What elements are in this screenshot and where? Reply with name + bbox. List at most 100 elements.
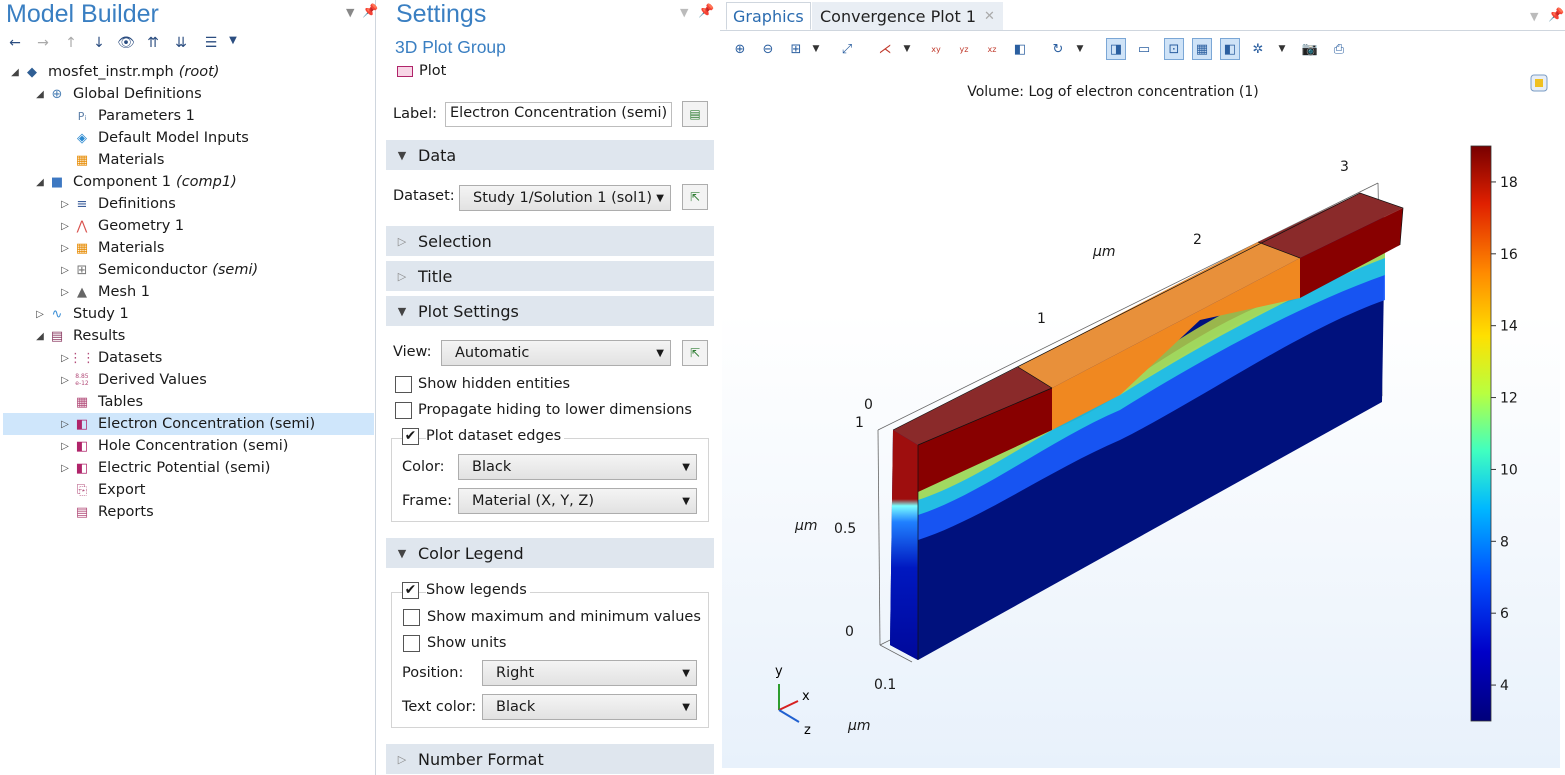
legend-toggle-icon[interactable]: ◧ (1220, 38, 1240, 60)
camera-icon[interactable]: 📷 (1301, 41, 1319, 57)
show-maxmin-checkbox[interactable] (403, 609, 420, 626)
tree-node-mesh[interactable]: ▷ ▲ Mesh 1 (58, 281, 150, 303)
view-list-icon[interactable]: ☰ (204, 35, 218, 51)
view-dropdown-icon[interactable]: ▼ (903, 44, 911, 54)
section-data[interactable]: ▼ Data (386, 140, 714, 170)
scene-light-icon[interactable]: ◧ (1013, 41, 1027, 57)
wireframe-icon[interactable]: ▭ (1137, 41, 1151, 57)
tree-node-derived-values[interactable]: ▷ 8.85 e-12 Derived Values (58, 369, 207, 391)
tree-node-electric-potential[interactable]: ▷ ◧ Electric Potential (semi) (58, 457, 270, 479)
tree-node-definitions[interactable]: ▷ ≡ Definitions (58, 193, 176, 215)
forward-icon[interactable]: → (37, 35, 49, 51)
graphics-canvas[interactable]: Volume: Log of electron concentration (1… (722, 68, 1560, 768)
expand-icon[interactable]: ▷ (61, 198, 69, 210)
pin-icon[interactable]: 📌 (698, 4, 715, 19)
tab-graphics[interactable]: Graphics (726, 2, 811, 30)
zoom-out-icon[interactable]: ⊖ (762, 41, 774, 57)
expand-icon[interactable]: ▷ (61, 440, 69, 452)
rotate-dropdown-icon[interactable]: ▼ (1076, 44, 1084, 54)
print-icon[interactable]: ⎙ (1333, 41, 1345, 57)
dataset-goto-icon[interactable]: ⇱ (682, 184, 708, 210)
tree-node-root[interactable]: ◢ ◆ mosfet_instr.mph (root) (8, 61, 219, 83)
tree-node-materials[interactable]: ▷ ▦ Materials (58, 237, 164, 259)
tree-node-global-materials[interactable]: ▦ Materials (58, 149, 165, 171)
show-units-checkbox[interactable] (403, 635, 420, 652)
collapse-icon[interactable]: ◢ (36, 330, 44, 342)
tree-node-component[interactable]: ◢ ■ Component 1 (comp1) (33, 171, 237, 193)
scene-dropdown-icon[interactable]: ▼ (1278, 44, 1286, 54)
collapse-icon[interactable]: ◢ (36, 176, 44, 188)
section-title[interactable]: ▷ Title (386, 261, 714, 291)
back-icon[interactable]: ← (9, 35, 21, 51)
plot-icon[interactable] (397, 66, 413, 77)
axis-view-icon[interactable]: ⋌ (878, 41, 892, 57)
tree-node-results[interactable]: ◢ ▤ Results (33, 325, 125, 347)
tree-node-export[interactable]: ⎘ Export (58, 479, 146, 501)
tree-node-reports[interactable]: ▤ Reports (58, 501, 154, 523)
panel-menu-icon[interactable]: ▼ (346, 6, 355, 19)
label-edit-icon[interactable]: ▤ (682, 101, 708, 127)
yz-view-icon[interactable]: yz (959, 44, 969, 54)
expand-icon[interactable]: ▷ (36, 308, 44, 320)
expand-icon[interactable]: ▷ (61, 242, 69, 254)
grid-icon[interactable]: ⊡ (1164, 38, 1184, 60)
view-goto-icon[interactable]: ⇱ (682, 340, 708, 366)
edge-color-select[interactable]: Black ▼ (458, 454, 697, 480)
expand-icon[interactable]: ▷ (61, 352, 69, 364)
plot-button-label[interactable]: Plot (419, 63, 447, 79)
show-hidden-checkbox[interactable] (395, 376, 412, 393)
tree-node-semiconductor[interactable]: ▷ ⊞ Semiconductor (semi) (58, 259, 258, 281)
axis-grid-icon[interactable]: ▦ (1192, 38, 1212, 60)
transparency-icon[interactable]: ◨ (1106, 38, 1126, 60)
scene-settings-icon[interactable]: ✲ (1252, 41, 1264, 57)
tree-node-geometry[interactable]: ▷ ⋀ Geometry 1 (58, 215, 184, 237)
tree-node-default-model-inputs[interactable]: ◈ Default Model Inputs (58, 127, 249, 149)
show-legends-checkbox[interactable]: ✔ (402, 582, 419, 599)
panel-menu-icon[interactable]: ▼ (680, 6, 689, 19)
xy-view-icon[interactable]: xy (931, 44, 941, 54)
tree-node-global-definitions[interactable]: ◢ ⊕ Global Definitions (33, 83, 202, 105)
expand-icon[interactable]: ▷ (61, 462, 69, 474)
rotate-icon[interactable]: ↻ (1052, 41, 1064, 57)
label-input[interactable]: Electron Concentration (semi) (445, 102, 672, 127)
section-plot-settings[interactable]: ▼ Plot Settings (386, 296, 714, 326)
view-dropdown-icon[interactable]: ▼ (229, 35, 237, 46)
tree-node-parameters[interactable]: Pᵢ Parameters 1 (58, 105, 195, 127)
tree-node-datasets[interactable]: ▷ ⋮⋮ Datasets (58, 347, 162, 369)
zoom-in-icon[interactable]: ⊕ (734, 41, 746, 57)
collapse-sections-icon[interactable]: ⇊ (175, 35, 187, 51)
propagate-hiding-checkbox[interactable] (395, 402, 412, 419)
pin-icon[interactable]: 📌 (1548, 8, 1565, 23)
expand-icon[interactable]: ▷ (61, 418, 69, 430)
expand-icon[interactable]: ▷ (61, 286, 69, 298)
move-up-icon[interactable]: ↑ (65, 35, 77, 51)
frame-select[interactable]: Material (X, Y, Z) ▼ (458, 488, 697, 514)
legend-toggle-icon[interactable] (1530, 74, 1548, 92)
dataset-select[interactable]: Study 1/Solution 1 (sol1) ▼ (459, 185, 671, 211)
move-down-icon[interactable]: ↓ (93, 35, 105, 51)
section-selection[interactable]: ▷ Selection (386, 226, 714, 256)
collapse-icon[interactable]: ◢ (11, 66, 19, 78)
zoom-dropdown-icon[interactable]: ▼ (812, 44, 820, 54)
close-icon[interactable]: ✕ (984, 8, 995, 24)
expand-sections-icon[interactable]: ⇈ (147, 35, 159, 51)
expand-icon[interactable]: ▷ (61, 220, 69, 232)
tree-node-electron-concentration[interactable]: ▷ ◧ Electron Concentration (semi) (58, 413, 315, 435)
section-color-legend[interactable]: ▼ Color Legend (386, 538, 714, 568)
view-select[interactable]: Automatic ▼ (441, 340, 671, 366)
zoom-box-icon[interactable]: ⊞ (790, 41, 802, 57)
tree-node-hole-concentration[interactable]: ▷ ◧ Hole Concentration (semi) (58, 435, 288, 457)
show-icon[interactable]: 👁 (117, 35, 135, 51)
plot-edges-checkbox[interactable]: ✔ (402, 428, 419, 445)
legend-position-select[interactable]: Right ▼ (482, 660, 697, 686)
expand-icon[interactable]: ▷ (61, 264, 69, 276)
zoom-extents-icon[interactable]: ⤢ (841, 41, 853, 57)
pin-icon[interactable]: 📌 (362, 4, 379, 19)
legend-text-color-select[interactable]: Black ▼ (482, 694, 697, 720)
tab-convergence-plot[interactable]: Convergence Plot 1 ✕ (812, 2, 1003, 30)
tree-node-tables[interactable]: ▦ Tables (58, 391, 143, 413)
tree-node-study[interactable]: ▷ ∿ Study 1 (33, 303, 129, 325)
xz-view-icon[interactable]: xz (987, 44, 997, 54)
section-number-format[interactable]: ▷ Number Format (386, 744, 714, 774)
collapse-icon[interactable]: ◢ (36, 88, 44, 100)
